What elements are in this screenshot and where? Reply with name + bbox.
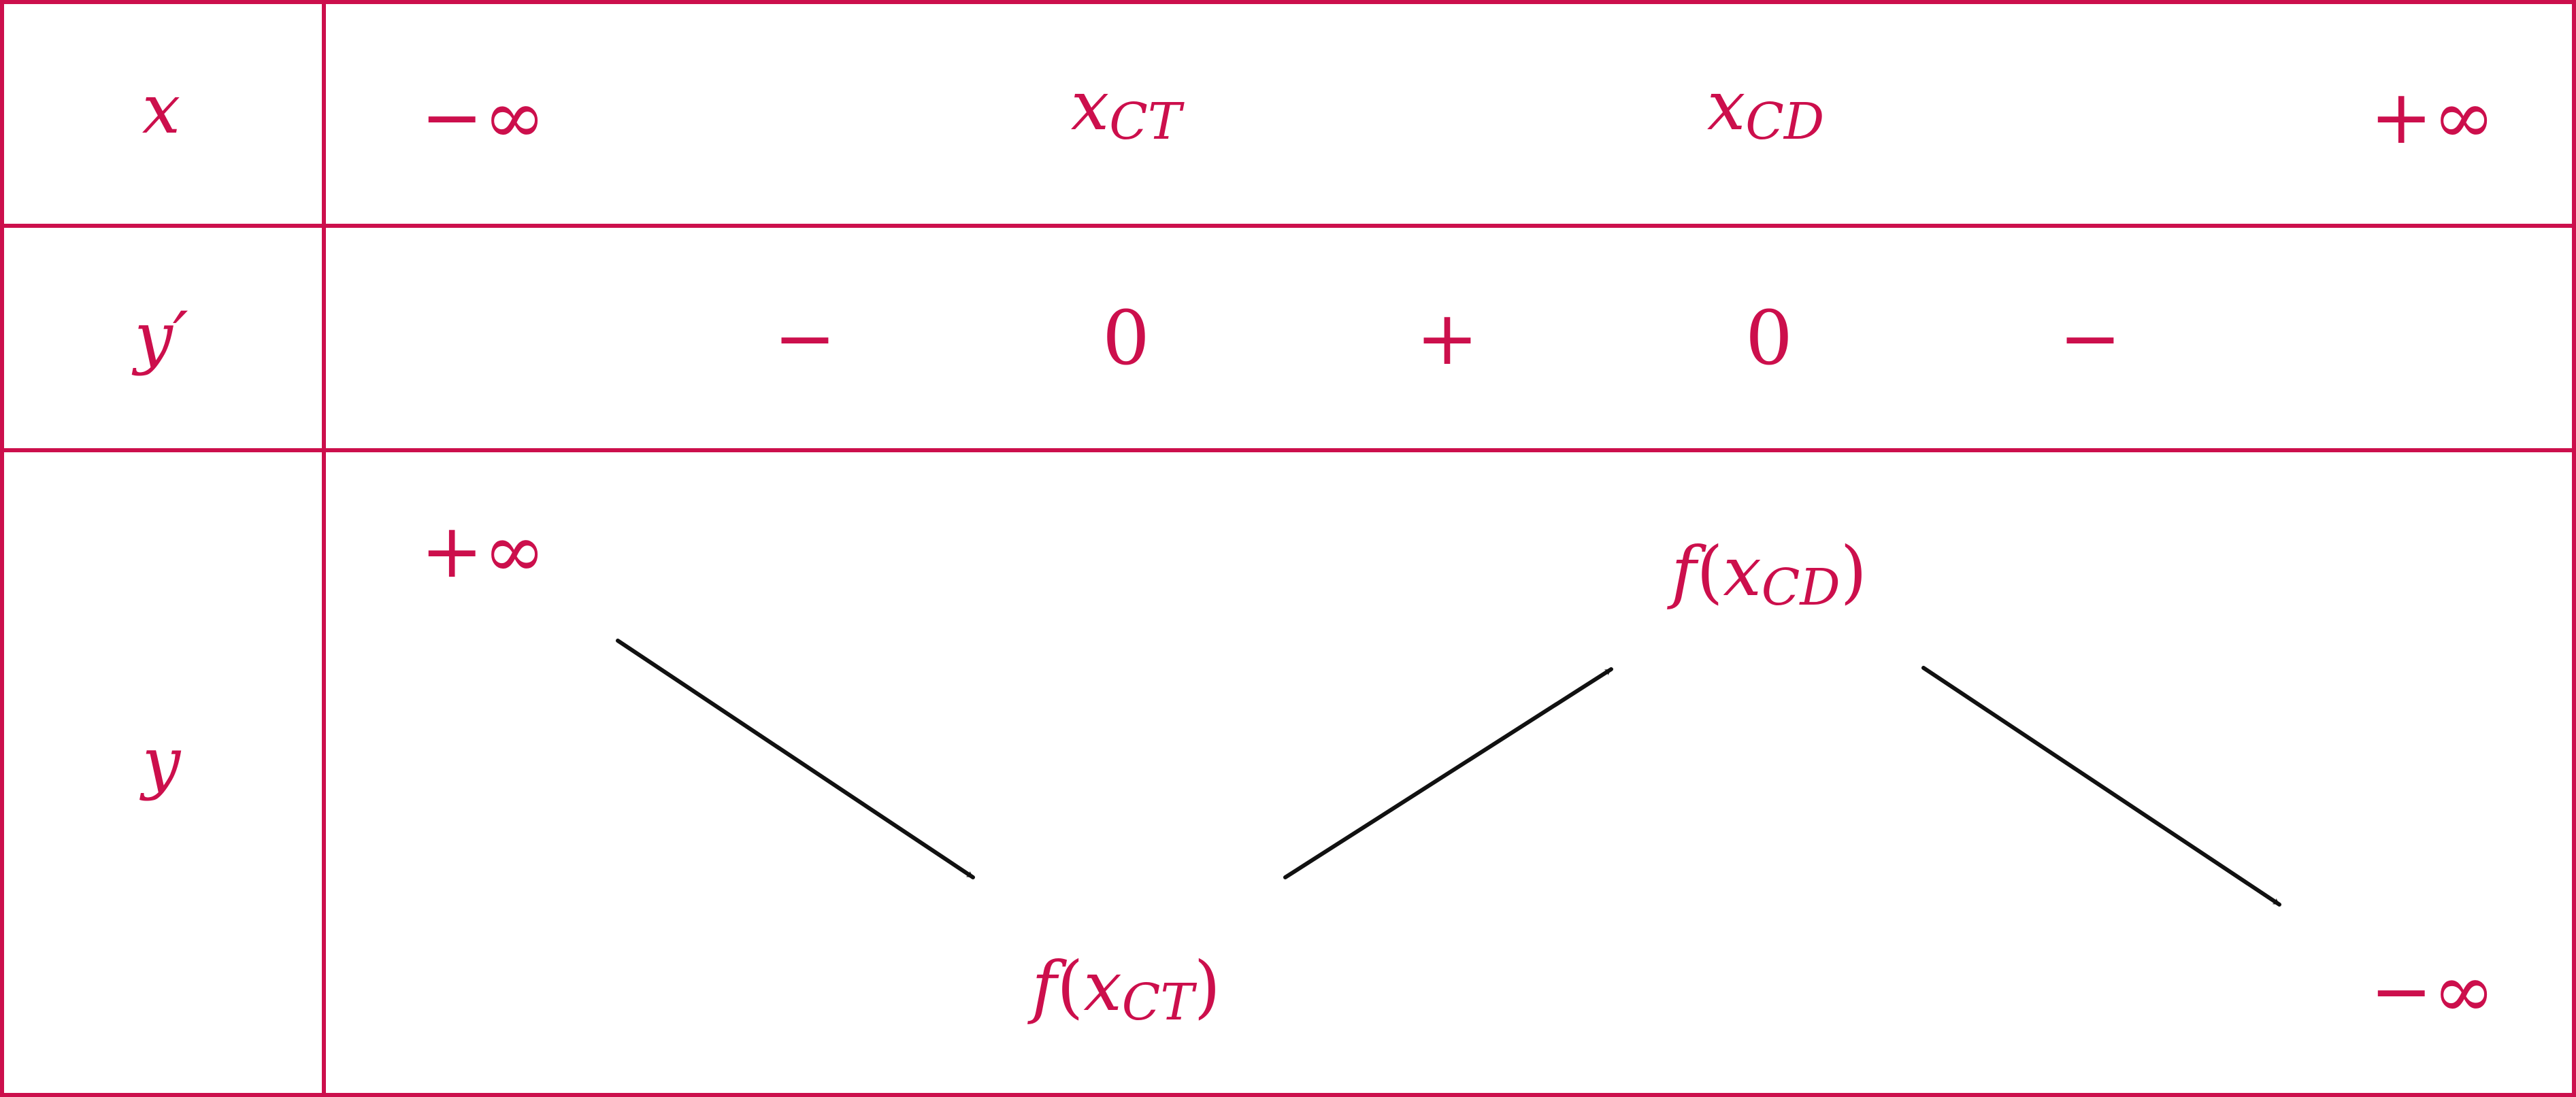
max-close: ) bbox=[1840, 532, 1867, 611]
arrow-decrease-1 bbox=[616, 639, 975, 879]
zero-2: 0 bbox=[1745, 294, 1793, 382]
max-x: x bbox=[1723, 532, 1761, 611]
min-sub: CT bbox=[1122, 973, 1198, 1032]
arrow-decrease-2 bbox=[1921, 666, 2281, 907]
sign-2: + bbox=[1416, 294, 1479, 382]
y-local-min: f(xCT) bbox=[1027, 947, 1220, 1032]
y-start-pos-inf: +∞ bbox=[420, 507, 546, 594]
x-ct-sub: CT bbox=[1109, 92, 1185, 151]
x-cd-sub: CD bbox=[1745, 92, 1824, 151]
x-neg-inf: −∞ bbox=[420, 73, 546, 161]
min-open: ( bbox=[1057, 947, 1083, 1026]
x-pos-inf: +∞ bbox=[2370, 73, 2495, 161]
sign-3: − bbox=[2059, 294, 2121, 382]
x-critical-ct: xCT bbox=[1071, 66, 1185, 151]
arrow-increase bbox=[1283, 667, 1613, 879]
x-cd-base: x bbox=[1707, 66, 1745, 146]
x-critical-cd: xCD bbox=[1707, 66, 1824, 151]
max-sub: CD bbox=[1762, 558, 1840, 617]
label-x: x bbox=[142, 69, 180, 149]
sign-1: − bbox=[774, 294, 836, 382]
x-ct-base: x bbox=[1071, 66, 1109, 146]
max-open: ( bbox=[1696, 532, 1723, 611]
y-end-neg-inf: −∞ bbox=[2370, 947, 2495, 1034]
variation-arrows bbox=[616, 639, 2281, 907]
label-y-prime: y′ bbox=[131, 297, 188, 377]
label-y: y bbox=[139, 722, 182, 802]
zero-1: 0 bbox=[1102, 294, 1150, 382]
y-local-max: f(xCD) bbox=[1666, 532, 1866, 617]
min-close: ) bbox=[1194, 947, 1221, 1026]
min-x: x bbox=[1083, 947, 1121, 1026]
